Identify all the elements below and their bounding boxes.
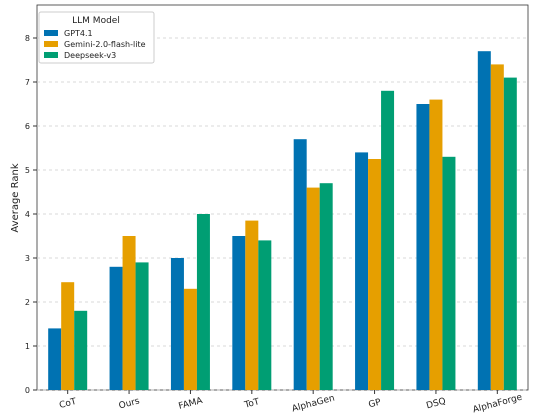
bar: [74, 310, 88, 390]
bar: [477, 51, 491, 390]
bar: [319, 183, 333, 390]
x-tick-label: FAMA: [178, 396, 205, 412]
bar: [245, 220, 259, 390]
y-tick-label: 4: [25, 210, 30, 219]
legend-box: [38, 11, 155, 64]
bar: [429, 99, 443, 390]
bar: [196, 214, 210, 390]
y-tick-label: 5: [25, 166, 30, 175]
x-tick-label: GP: [368, 397, 383, 410]
bar: [170, 258, 184, 390]
legend-swatch: [44, 30, 58, 36]
y-tick-label: 6: [25, 122, 30, 131]
bar: [490, 64, 504, 391]
x-tick-label: ToT: [243, 397, 262, 411]
y-tick-label: 2: [25, 298, 30, 307]
y-axis-label: Average Rank: [10, 163, 21, 232]
legend-label: Gemini-2.0-flash-lite: [64, 40, 146, 49]
y-tick-label: 7: [25, 78, 30, 87]
bar: [183, 288, 197, 390]
bar: [293, 139, 307, 390]
y-tick-label: 8: [25, 34, 30, 43]
bar: [232, 236, 246, 390]
bar: [503, 77, 517, 390]
x-tick-label: Ours: [118, 396, 141, 411]
bar: [306, 187, 320, 390]
x-tick-label: CoT: [58, 397, 78, 411]
y-tick-label: 3: [25, 254, 30, 263]
bar: [48, 328, 62, 390]
legend-swatch: [44, 41, 58, 47]
bar: [355, 152, 369, 390]
bar: [416, 104, 430, 390]
bar: [61, 282, 75, 390]
bar: [258, 240, 272, 390]
plot-frame: [36, 4, 529, 391]
bar: [122, 236, 136, 390]
bar: [135, 262, 149, 390]
legend-title: LLM Model: [72, 16, 120, 26]
x-tick-label: AlphaForge: [472, 392, 524, 415]
legend-label: GPT4.1: [64, 29, 93, 38]
bar: [109, 266, 123, 390]
x-tick-label: DSQ: [425, 397, 447, 412]
legend-swatch: [44, 52, 58, 58]
x-tick-label: AlphaGen: [291, 393, 336, 414]
y-tick-label: 1: [25, 342, 30, 351]
bar: [442, 156, 456, 390]
y-tick-label: 0: [25, 386, 30, 395]
legend-label: Deepseek-v3: [64, 51, 116, 60]
bar: [368, 159, 382, 390]
bar: [381, 90, 395, 391]
